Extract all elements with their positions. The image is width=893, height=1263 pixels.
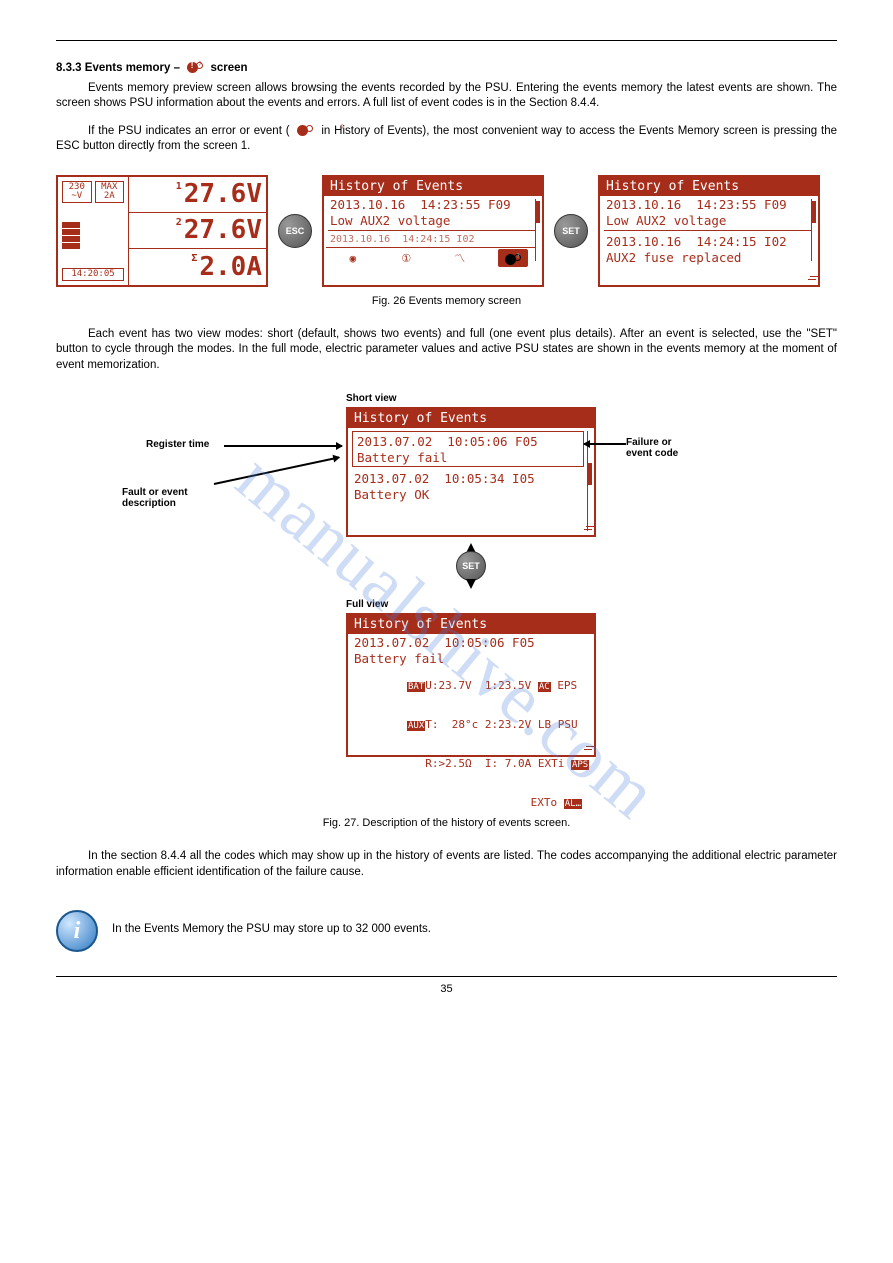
section-heading-line: 8.3.3 Events memory – screen: [56, 59, 837, 77]
section-title: Events memory –: [85, 62, 180, 74]
d1-line1: 2013.07.02 10:05:06 F05: [355, 433, 581, 449]
resize-corner-icon: [584, 745, 592, 753]
figure-26-caption: Fig. 26 Events memory screen: [56, 295, 837, 307]
s3-title: History of Events: [600, 177, 818, 196]
info-icon: i: [56, 910, 98, 952]
s1-voltage-1: 127.6V: [128, 177, 266, 213]
tab-gauge-icon[interactable]: ◉: [338, 249, 368, 267]
s1-left-column: 230 ~V MAX 2A 14:20:05: [58, 177, 128, 285]
d2-row4: EXTo AL…: [348, 783, 594, 822]
info-text: In the Events Memory the PSU may store u…: [112, 922, 431, 938]
para2-a: If the PSU indicates an error or event (: [88, 125, 290, 137]
paragraph-2: If the PSU indicates an error or event (…: [56, 122, 837, 155]
d1-title: History of Events: [348, 409, 594, 428]
s1-time: 14:20:05: [62, 268, 124, 281]
s1-current: Σ2.0A: [128, 249, 266, 285]
paragraph-4: In the section 8.4.4 all the codes which…: [56, 849, 837, 880]
s3-line2: Low AUX2 voltage: [600, 212, 818, 228]
resize-corner-icon: [584, 525, 592, 533]
s2-line1: 2013.10.16 14:23:55 F09: [324, 196, 542, 212]
set-toggle-indicator: SET: [456, 543, 486, 589]
events-memory-icon-inline: [293, 122, 317, 136]
d2-row2: AUXT: 28°c 2:23.2V LB PSU: [348, 705, 594, 744]
label-fault-desc: Fault or event description: [122, 487, 188, 509]
s2-tabs: ◉ ① 〽︎: [326, 247, 540, 269]
d1-line2: Battery fail: [355, 449, 581, 465]
d1-line3: 2013.07.02 10:05:34 I05: [348, 470, 594, 486]
d2-row3: AAAR:>2.5Ω I: 7.0A EXTi APS: [348, 744, 594, 783]
d2-line1: 2013.07.02 10:05:06 F05: [348, 634, 594, 650]
tab-chart-icon[interactable]: 〽︎: [445, 249, 475, 267]
s3-scrollbar[interactable]: [811, 199, 816, 261]
lcd-full-view: History of Events 2013.07.02 10:05:06 F0…: [346, 613, 596, 757]
esc-button[interactable]: ESC: [278, 214, 312, 248]
tab-warn-icon[interactable]: ①: [391, 249, 421, 267]
events-memory-icon: [183, 59, 207, 73]
arrow-register-time: [224, 445, 342, 447]
top-rule: [56, 40, 837, 41]
s2-title: History of Events: [324, 177, 542, 196]
s3-line3: 2013.10.16 14:24:15 I02: [600, 233, 818, 249]
short-view-label: Short view: [346, 393, 397, 404]
d2-title: History of Events: [348, 615, 594, 634]
info-callout: i In the Events Memory the PSU may store…: [56, 910, 837, 952]
arrow-fault-desc: [214, 457, 340, 486]
intro-paragraph: Events memory preview screen allows brow…: [56, 81, 837, 112]
paragraph-3: Each event has two view modes: short (de…: [56, 327, 837, 374]
s2-scrollbar[interactable]: [535, 199, 540, 261]
lcd-screen-3: History of Events 2013.10.16 14:23:55 F0…: [598, 175, 820, 287]
s2-line3: 2013.10.16 14:24:15 I02: [324, 233, 542, 245]
tab-events-icon[interactable]: [498, 249, 528, 267]
arrow-fail-code: [584, 443, 626, 445]
s1-voltage-2: 227.6V: [128, 213, 266, 249]
page-number: 35: [56, 983, 837, 995]
d1-line4: Battery OK: [348, 486, 594, 502]
s1-vac: 230 ~V: [62, 181, 92, 203]
set-button-diagram[interactable]: SET: [456, 551, 486, 581]
section-number: 8.3.3: [56, 62, 82, 74]
d2-line2: Battery fail: [348, 650, 594, 666]
label-register-time: Register time: [146, 439, 209, 450]
resize-corner-icon: [808, 275, 816, 283]
full-view-label: Full view: [346, 599, 388, 610]
lcd-screen-2: History of Events 2013.10.16 14:23:55 F0…: [322, 175, 544, 287]
views-diagram: Short view History of Events 2013.07.02 …: [56, 393, 837, 813]
label-fail-code: Failure or event code: [626, 437, 678, 459]
screens-row: 230 ~V MAX 2A 14:20:05 127.6V 227.6V Σ2.…: [56, 175, 837, 287]
d2-row1: BATU:23.7V 1:23.5V AC EPS: [348, 666, 594, 705]
lcd-screen-1: 230 ~V MAX 2A 14:20:05 127.6V 227.6V Σ2.…: [56, 175, 268, 287]
bottom-rule: [56, 976, 837, 977]
section-title-suffix: screen: [210, 62, 247, 74]
lcd-short-view: History of Events 2013.07.02 10:05:06 F0…: [346, 407, 596, 537]
s2-line2: Low AUX2 voltage: [324, 212, 542, 228]
s3-line4: AUX2 fuse replaced: [600, 249, 818, 265]
s3-line1: 2013.10.16 14:23:55 F09: [600, 196, 818, 212]
s1-limit: MAX 2A: [95, 181, 125, 203]
set-button[interactable]: SET: [554, 214, 588, 248]
battery-icon: [62, 222, 80, 249]
